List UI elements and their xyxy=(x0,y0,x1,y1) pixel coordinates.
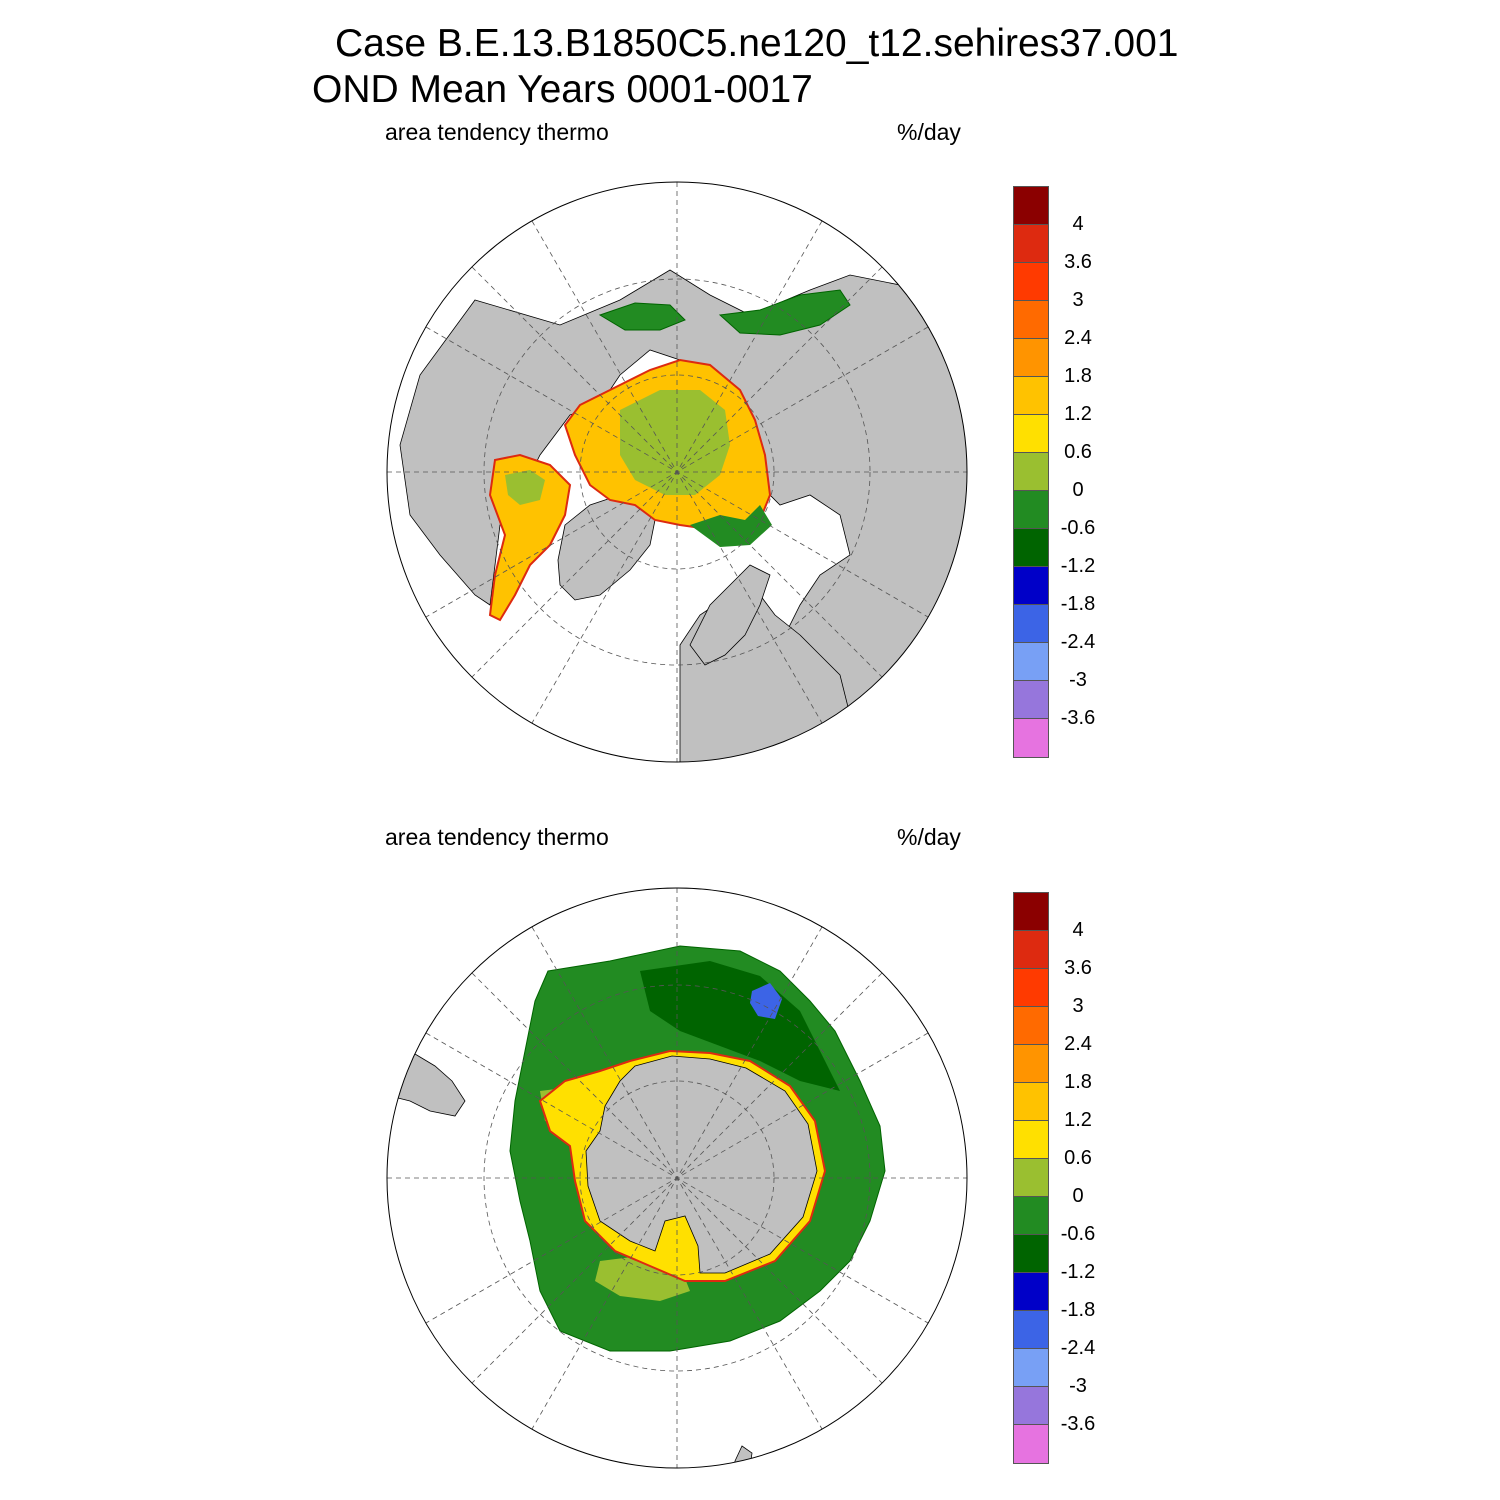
colorbar-swatch xyxy=(1014,301,1048,339)
colorbar-tick-label: 1.8 xyxy=(1064,365,1092,387)
colorbar-swatch xyxy=(1014,969,1048,1007)
colorbar-tick-label: -3.6 xyxy=(1060,707,1096,729)
north-polar-map xyxy=(386,181,968,763)
colorbar-tick-label: 1.8 xyxy=(1064,1071,1092,1093)
colorbar-swatch xyxy=(1014,893,1048,931)
north-land-scandinavia xyxy=(689,564,771,666)
colorbar-tick-label: -0.6 xyxy=(1060,1223,1096,1245)
colorbar-tick-label: 0.6 xyxy=(1064,441,1092,463)
south-seaice-amundsen-patch xyxy=(750,983,782,1019)
figure-title-case: Case B.E.13.B1850C5.ne120_t12.sehires37.… xyxy=(335,22,1179,65)
colorbar-tick-label: 2.4 xyxy=(1064,1033,1092,1055)
colorbar-swatch xyxy=(1014,1159,1048,1197)
north-variable-label: area tendency thermo xyxy=(385,119,609,145)
colorbar-swatch xyxy=(1014,491,1048,529)
colorbar-tick-label: -3.6 xyxy=(1060,1413,1096,1435)
colorbar-tick-label: 1.2 xyxy=(1064,403,1092,425)
south-units-label: %/day xyxy=(897,824,961,850)
colorbar-tick-label: 0 xyxy=(1072,479,1084,501)
colorbar-swatch xyxy=(1014,567,1048,605)
colorbar-swatch xyxy=(1014,1311,1048,1349)
colorbar-tick-label: 0.6 xyxy=(1064,1147,1092,1169)
colorbar-swatch xyxy=(1014,415,1048,453)
colorbar-swatch xyxy=(1014,681,1048,719)
colorbar-swatch xyxy=(1014,1197,1048,1235)
colorbar-swatch xyxy=(1014,1045,1048,1083)
colorbar-swatch xyxy=(1014,1007,1048,1045)
colorbar-swatch xyxy=(1014,529,1048,567)
colorbar-swatch xyxy=(1014,263,1048,301)
south-map-border xyxy=(386,887,968,1469)
colorbar-swatch xyxy=(1014,187,1048,225)
colorbar-tick-label: 1.2 xyxy=(1064,1109,1092,1131)
colorbar-tick-label: 3.6 xyxy=(1064,957,1092,979)
north-colorbar xyxy=(1013,186,1049,758)
colorbar-swatch xyxy=(1014,225,1048,263)
colorbar-swatch xyxy=(1014,1349,1048,1387)
north-graticule xyxy=(387,182,967,762)
colorbar-tick-label: 2.4 xyxy=(1064,327,1092,349)
colorbar-tick-label: -1.2 xyxy=(1060,1261,1096,1283)
colorbar-tick-label: 3 xyxy=(1072,995,1084,1017)
south-variable-label: area tendency thermo xyxy=(385,824,609,850)
north-units-label: %/day xyxy=(897,119,961,145)
colorbar-tick-label: -1.8 xyxy=(1060,1299,1096,1321)
north-seaice-baffin-interior xyxy=(505,470,545,505)
south-polar-map xyxy=(386,887,968,1469)
south-graticule xyxy=(387,888,967,1468)
colorbar-swatch xyxy=(1014,1425,1048,1463)
colorbar-swatch xyxy=(1014,605,1048,643)
colorbar-tick-label: 3 xyxy=(1072,289,1084,311)
colorbar-swatch xyxy=(1014,931,1048,969)
colorbar-tick-label: -2.4 xyxy=(1060,1337,1096,1359)
north-seaice-okhotsk xyxy=(598,302,686,331)
colorbar-swatch xyxy=(1014,1387,1048,1425)
colorbar-tick-label: -3 xyxy=(1069,669,1087,691)
colorbar-swatch xyxy=(1014,1235,1048,1273)
colorbar-tick-label: 4 xyxy=(1072,919,1084,941)
colorbar-swatch xyxy=(1014,1121,1048,1159)
colorbar-swatch xyxy=(1014,377,1048,415)
south-seaice-pacific-sector xyxy=(640,961,840,1091)
colorbar-tick-label: -0.6 xyxy=(1060,517,1096,539)
colorbar-tick-label: 4 xyxy=(1072,213,1084,235)
north-seaice-interior-decrease xyxy=(620,390,730,495)
colorbar-swatch xyxy=(1014,339,1048,377)
colorbar-swatch xyxy=(1014,1083,1048,1121)
south-colorbar xyxy=(1013,892,1049,1464)
colorbar-swatch xyxy=(1014,453,1048,491)
colorbar-swatch xyxy=(1014,643,1048,681)
colorbar-tick-label: -2.4 xyxy=(1060,631,1096,653)
colorbar-tick-label: 0 xyxy=(1072,1185,1084,1207)
colorbar-swatch xyxy=(1014,1273,1048,1311)
north-seaice-hudson-margin xyxy=(690,505,772,547)
colorbar-tick-label: 3.6 xyxy=(1064,251,1092,273)
colorbar-tick-label: -1.8 xyxy=(1060,593,1096,615)
figure-title-period: OND Mean Years 0001-0017 xyxy=(312,68,813,111)
north-land-asia xyxy=(399,269,967,762)
north-map-border xyxy=(386,181,968,763)
colorbar-tick-label: -1.2 xyxy=(1060,555,1096,577)
colorbar-swatch xyxy=(1014,719,1048,757)
colorbar-tick-label: -3 xyxy=(1069,1375,1087,1397)
